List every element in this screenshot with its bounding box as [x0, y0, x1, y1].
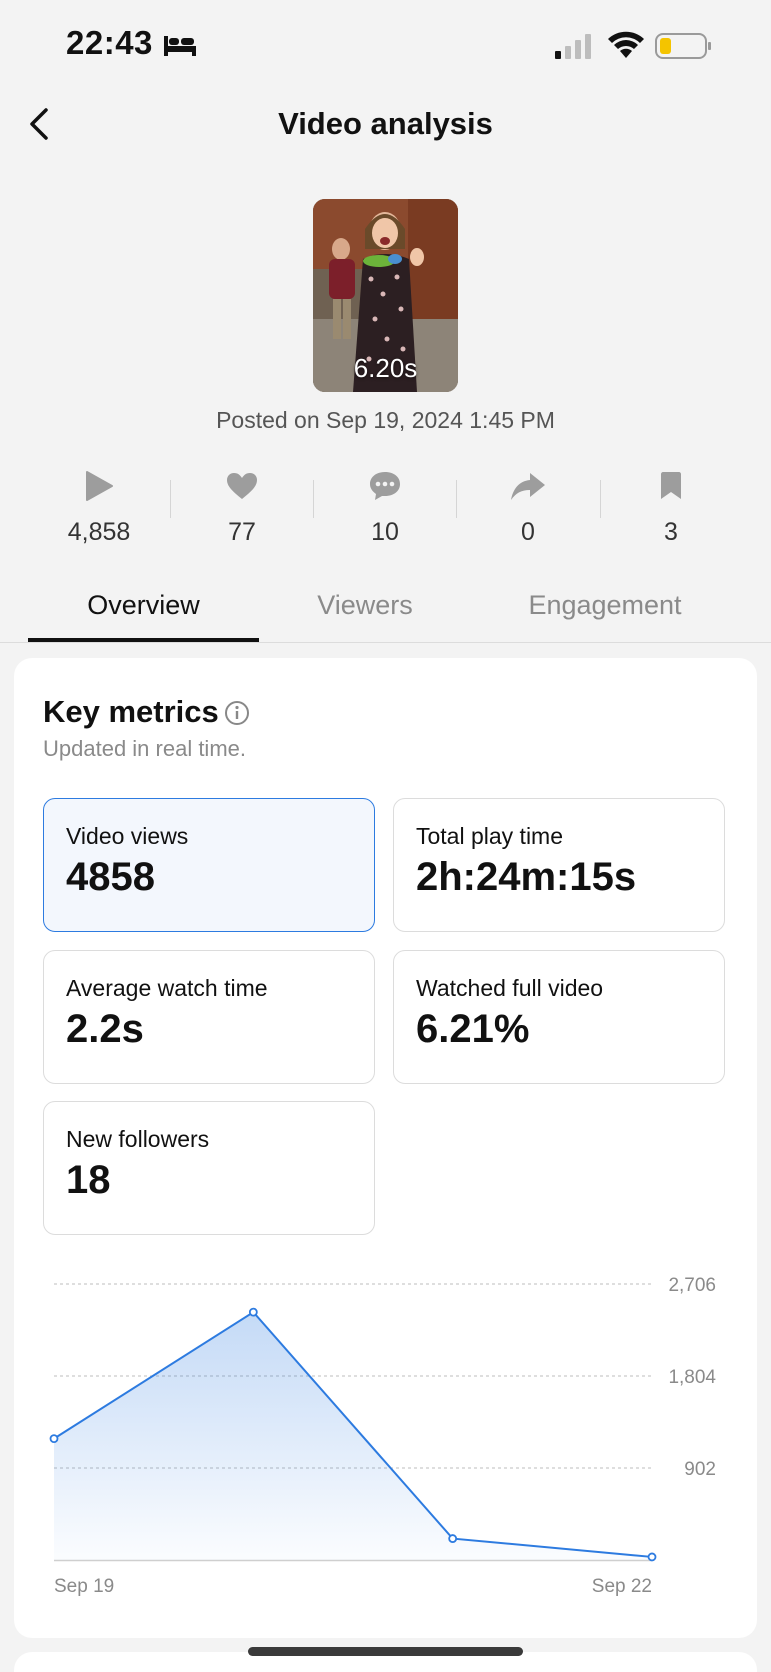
data-point[interactable] — [647, 1552, 657, 1562]
info-icon[interactable] — [224, 700, 250, 731]
x-tick-label: Sep 19 — [54, 1576, 114, 1597]
key-metrics-title: Key metrics — [43, 694, 219, 729]
metric-watched-full-video[interactable]: Watched full video 6.21% — [393, 950, 725, 1084]
stat-divider — [313, 480, 314, 518]
tab-overview[interactable]: Overview — [87, 590, 200, 620]
page-title: Video analysis — [278, 106, 493, 141]
metric-value: 6.21% — [416, 1007, 530, 1051]
stat-value: 3 — [664, 518, 678, 546]
stat-shares: 0 — [468, 468, 588, 547]
data-point[interactable] — [448, 1534, 458, 1543]
metric-value: 18 — [66, 1158, 111, 1202]
metric-average-watch-time[interactable]: Average watch time 2.2s — [43, 950, 375, 1084]
stat-value: 4,858 — [67, 518, 131, 546]
stat-value: 77 — [228, 518, 256, 546]
metric-value: 4858 — [66, 855, 155, 899]
metric-total-play-time[interactable]: Total play time 2h:24m:15s — [393, 798, 725, 932]
thumbnail-scene-image — [313, 199, 458, 392]
metric-label: Video views — [66, 823, 189, 849]
stat-divider — [170, 480, 171, 518]
share-icon — [511, 473, 545, 500]
key-metrics-subtitle: Updated in real time. — [43, 736, 246, 761]
play-icon — [86, 471, 113, 501]
comment-icon — [370, 472, 400, 500]
area-fill — [54, 1312, 652, 1560]
video-views-chart: 902 1,804 2,706 Sep 19 Sep 22 — [49, 1275, 716, 1597]
back-button[interactable] — [22, 102, 62, 146]
bookmark-icon — [661, 472, 681, 499]
y-tick-label: 1,804 — [668, 1367, 716, 1388]
stat-saves: 3 — [611, 468, 731, 547]
x-tick-label: Sep 22 — [592, 1576, 652, 1597]
signal-icon — [553, 32, 595, 65]
tab-viewers[interactable]: Viewers — [317, 590, 413, 620]
wifi-icon — [607, 30, 645, 65]
chevron-left-icon — [30, 108, 48, 140]
home-indicator — [248, 1647, 523, 1656]
data-point[interactable] — [49, 1434, 59, 1444]
status-time: 22:43 — [66, 24, 153, 61]
metric-label: Total play time — [416, 823, 564, 849]
series-line — [53, 1310, 653, 1558]
metric-label: Average watch time — [66, 975, 268, 1001]
metric-video-views[interactable]: Video views 4858 — [43, 798, 375, 932]
battery-icon — [655, 32, 713, 65]
y-tick-label: 902 — [684, 1459, 716, 1480]
metric-value: 2h:24m:15s — [416, 855, 637, 899]
metric-label: New followers — [66, 1126, 210, 1152]
stat-value: 10 — [371, 518, 399, 546]
sleep-focus-icon — [164, 34, 196, 61]
stat-comments: 10 — [325, 468, 445, 547]
tabs-divider — [0, 642, 771, 643]
stat-divider — [600, 480, 601, 518]
metric-new-followers[interactable]: New followers 18 — [43, 1101, 375, 1235]
y-tick-label: 2,706 — [668, 1275, 716, 1296]
stat-divider — [456, 480, 457, 518]
stat-views: 4,858 — [39, 468, 159, 547]
video-duration: 6.20s — [353, 353, 418, 383]
metric-value: 2.2s — [66, 1007, 144, 1051]
video-thumbnail[interactable]: 6.20s — [313, 199, 458, 392]
data-point[interactable] — [248, 1307, 258, 1317]
stat-value: 0 — [521, 518, 535, 546]
tab-engagement[interactable]: Engagement — [528, 590, 682, 620]
active-tab-indicator — [28, 638, 259, 642]
posted-date: Posted on Sep 19, 2024 1:45 PM — [216, 407, 555, 433]
heart-icon — [227, 473, 257, 499]
stat-likes: 77 — [182, 468, 302, 547]
metric-label: Watched full video — [416, 975, 604, 1001]
